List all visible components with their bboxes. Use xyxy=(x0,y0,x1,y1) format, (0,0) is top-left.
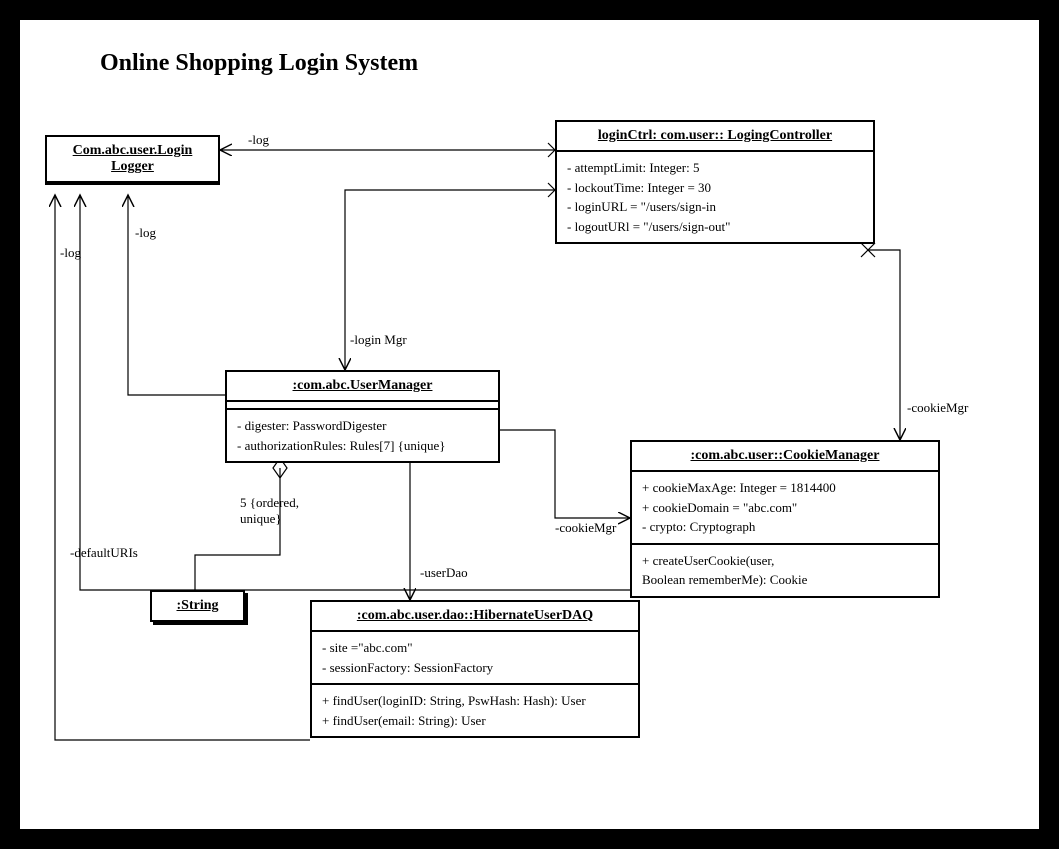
node-header: :String xyxy=(152,592,243,620)
edge-label: -login Mgr xyxy=(350,332,407,348)
node-header: :com.abc.UserManager xyxy=(227,372,498,402)
edge-label-multiplicity: 5 {ordered, unique} xyxy=(240,495,299,526)
node-logger: Com.abc.user.Login Logger xyxy=(45,135,220,185)
attr-line: - sessionFactory: SessionFactory xyxy=(322,658,628,678)
node-hibernate: :com.abc.user.dao::HibernateUserDAQ - si… xyxy=(310,600,640,738)
attr-line: - logoutURl = "/users/sign-out" xyxy=(567,217,863,237)
node-section: - attemptLimit: Integer: 5 - lockoutTime… xyxy=(557,152,873,242)
node-header: :com.abc.user::CookieManager xyxy=(632,442,938,472)
attr-line: - digester: PasswordDigester xyxy=(237,416,488,436)
attr-line: + cookieMaxAge: Integer = 1814400 xyxy=(642,478,928,498)
node-cookiemanager: :com.abc.user::CookieManager + cookieMax… xyxy=(630,440,940,598)
edge-label: -cookieMgr xyxy=(555,520,616,536)
attr-line: - attemptLimit: Integer: 5 xyxy=(567,158,863,178)
node-section: + findUser(loginID: String, PswHash: Has… xyxy=(312,685,638,736)
attr-line: - loginURL = "/users/sign-in xyxy=(567,197,863,217)
node-header: Com.abc.user.Login Logger xyxy=(47,137,218,183)
method-line: + findUser(email: String): User xyxy=(322,711,628,731)
node-section: + cookieMaxAge: Integer = 1814400 + cook… xyxy=(632,472,938,545)
edge-label: -log xyxy=(60,245,81,261)
diagram-title: Online Shopping Login System xyxy=(100,50,418,77)
node-string: :String xyxy=(150,590,245,622)
attr-line: - lockoutTime: Integer = 30 xyxy=(567,178,863,198)
edge-label: -log xyxy=(248,132,269,148)
node-loginctrl: loginCtrl: com.user:: LogingController -… xyxy=(555,120,875,244)
edge-label: -cookieMgr xyxy=(907,400,968,416)
attr-line: - authorizationRules: Rules[7] {unique} xyxy=(237,436,488,456)
attr-line: - site ="abc.com" xyxy=(322,638,628,658)
attr-line: + cookieDomain = "abc.com" xyxy=(642,498,928,518)
node-usermanager: :com.abc.UserManager - digester: Passwor… xyxy=(225,370,500,463)
node-header: :com.abc.user.dao::HibernateUserDAQ xyxy=(312,602,638,632)
node-section: + createUserCookie(user, Boolean remembe… xyxy=(632,545,938,596)
edge-label: -defaultURIs xyxy=(70,545,138,561)
attr-line: - crypto: Cryptograph xyxy=(642,517,928,537)
node-section-empty xyxy=(227,402,498,410)
node-header: loginCtrl: com.user:: LogingController xyxy=(557,122,873,152)
method-line: + createUserCookie(user, xyxy=(642,551,928,571)
node-section: - digester: PasswordDigester - authoriza… xyxy=(227,410,498,461)
diagram-canvas: Online Shopping Login System xyxy=(0,0,1059,849)
edge-label: -userDao xyxy=(420,565,468,581)
method-line: Boolean rememberMe): Cookie xyxy=(642,570,928,590)
node-section: - site ="abc.com" - sessionFactory: Sess… xyxy=(312,632,638,685)
method-line: + findUser(loginID: String, PswHash: Has… xyxy=(322,691,628,711)
edge-label: -log xyxy=(135,225,156,241)
